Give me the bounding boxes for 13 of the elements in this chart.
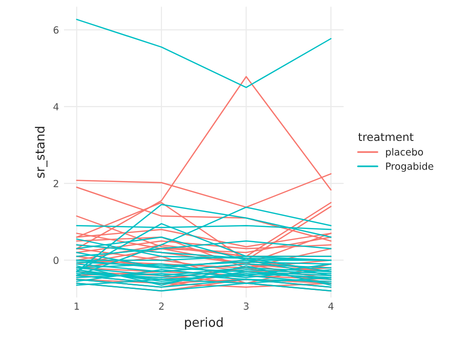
x-tick-label: 1 <box>74 302 79 310</box>
legend-title: treatment <box>358 133 414 142</box>
y-axis-title: sr_stand <box>34 126 48 178</box>
legend-label: placebo <box>386 148 423 158</box>
y-tick-label: 4 <box>53 103 59 110</box>
x-axis-title: period <box>185 317 223 330</box>
x-tick-label: 4 <box>328 302 334 310</box>
x-tick-label: 2 <box>159 302 164 310</box>
legend-label: Progabide <box>386 162 434 172</box>
y-tick-label: 0 <box>54 256 58 264</box>
y-tick-label: 2 <box>54 180 58 188</box>
x-tick-label: 3 <box>244 302 249 310</box>
y-tick-label: 6 <box>54 26 59 34</box>
